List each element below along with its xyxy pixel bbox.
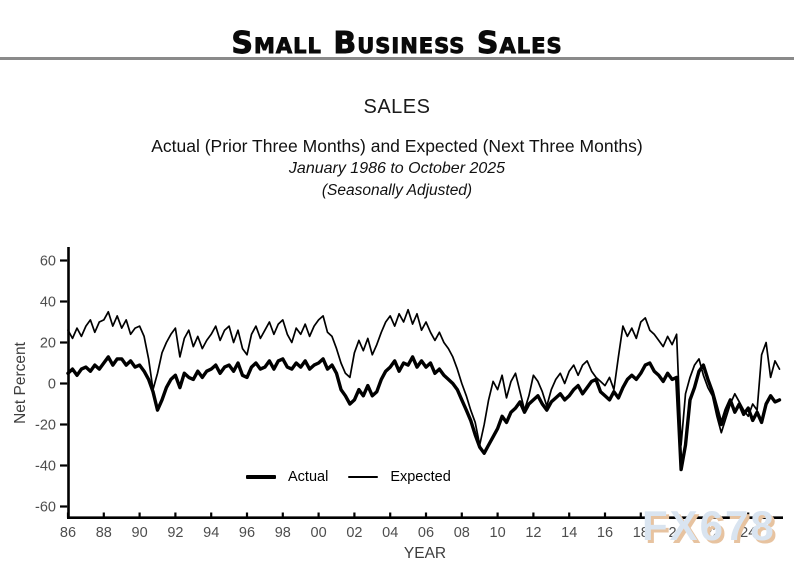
x-tick-label: 96 xyxy=(239,525,255,541)
x-tick-label: 98 xyxy=(275,525,291,541)
y-tick-label: -20 xyxy=(35,418,56,434)
legend-label-actual: Actual xyxy=(288,469,329,485)
x-tick-label: 92 xyxy=(167,525,183,541)
y-tick-label: 0 xyxy=(48,377,56,393)
series-line-expected xyxy=(67,308,781,446)
page-title: Small Business Sales xyxy=(231,26,563,62)
x-tick-label: 18 xyxy=(633,525,649,541)
chart-period: January 1986 to October 2025 xyxy=(288,160,506,177)
x-tick-label: 22 xyxy=(704,525,720,541)
series-line-actual xyxy=(66,355,782,472)
x-tick-label: 14 xyxy=(561,525,577,541)
y-tick-label: 20 xyxy=(40,336,56,352)
x-tick-label: 06 xyxy=(418,525,434,541)
chart-legend: Actual Expected xyxy=(246,469,451,485)
chart-subtitle: Actual (Prior Three Months) and Expected… xyxy=(151,136,643,156)
y-tick-label: -40 xyxy=(35,459,56,475)
chart-note: (Seasonally Adjusted) xyxy=(321,182,473,199)
y-tick-label: 60 xyxy=(40,254,56,270)
x-tick-label: 02 xyxy=(346,525,362,541)
x-tick-label: 08 xyxy=(454,525,470,541)
legend-label-expected: Expected xyxy=(390,469,451,485)
y-axis-title: Net Percent xyxy=(12,341,29,424)
expected-line-sample-icon xyxy=(348,476,379,478)
x-tick-label: 16 xyxy=(597,525,613,541)
x-tick-label: 86 xyxy=(60,525,76,541)
x-tick-label: 24 xyxy=(740,525,756,541)
y-tick-label: 40 xyxy=(40,295,56,311)
actual-line-sample-icon xyxy=(246,475,276,479)
x-axis-title: YEAR xyxy=(404,545,446,562)
x-tick-label: 20 xyxy=(669,525,685,541)
x-tick-label: 94 xyxy=(203,525,219,541)
x-tick-label: 04 xyxy=(382,525,398,541)
title-divider xyxy=(0,57,794,60)
chart-title: SALES xyxy=(363,96,431,118)
x-tick-label: 10 xyxy=(490,525,506,541)
x-tick-label: 00 xyxy=(311,525,327,541)
y-tick-label: -60 xyxy=(35,500,56,516)
x-tick-label: 12 xyxy=(525,525,541,541)
x-tick-label: 88 xyxy=(96,525,112,541)
x-tick-label: 90 xyxy=(132,525,148,541)
